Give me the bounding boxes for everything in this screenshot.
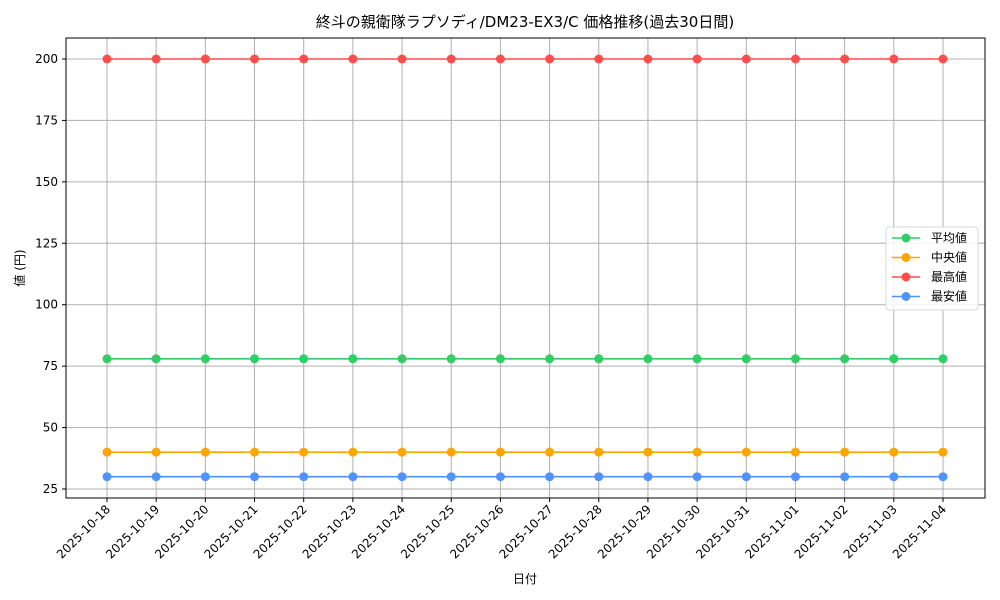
y-tick-label: 175	[35, 113, 58, 127]
data-point	[495, 354, 505, 364]
data-point	[889, 354, 899, 364]
data-point	[938, 447, 948, 457]
data-point	[348, 54, 358, 64]
data-point	[938, 54, 948, 64]
series-lines	[102, 54, 948, 482]
data-point	[151, 472, 161, 482]
data-point	[545, 472, 555, 482]
data-point	[643, 472, 653, 482]
data-point	[250, 472, 260, 482]
data-point	[250, 354, 260, 364]
data-point	[790, 472, 800, 482]
y-tick-label: 100	[35, 298, 58, 312]
data-point	[348, 472, 358, 482]
legend-label: 平均値	[931, 230, 967, 245]
legend-label: 中央値	[931, 250, 967, 265]
data-point	[545, 54, 555, 64]
data-point	[102, 354, 112, 364]
data-point	[889, 54, 899, 64]
data-point	[397, 54, 407, 64]
legend-label: 最安値	[931, 289, 967, 304]
y-tick-label: 125	[35, 236, 58, 250]
data-point	[446, 54, 456, 64]
data-point	[495, 447, 505, 457]
legend-box	[885, 226, 979, 311]
y-tick-label: 50	[43, 421, 58, 435]
data-point	[397, 472, 407, 482]
y-tick-label: 200	[35, 52, 58, 66]
data-point	[397, 354, 407, 364]
data-point	[151, 354, 161, 364]
y-axis-label: 値 (円)	[12, 249, 27, 286]
data-point	[790, 447, 800, 457]
data-point	[741, 54, 751, 64]
data-point	[299, 472, 309, 482]
data-point	[495, 54, 505, 64]
data-point	[151, 54, 161, 64]
data-point	[250, 447, 260, 457]
data-point	[643, 447, 653, 457]
y-tick-label: 75	[43, 359, 58, 373]
data-point	[200, 54, 210, 64]
data-point	[594, 472, 604, 482]
legend-swatch-marker	[901, 272, 911, 282]
data-point	[840, 472, 850, 482]
legend-swatch-marker	[901, 253, 911, 262]
data-point	[692, 472, 702, 482]
data-point	[200, 354, 210, 364]
data-point	[446, 447, 456, 457]
data-point	[840, 54, 850, 64]
data-point	[397, 447, 407, 457]
data-point	[790, 354, 800, 364]
data-point	[446, 354, 456, 364]
data-point	[200, 447, 210, 457]
data-point	[840, 447, 850, 457]
legend-swatch-marker	[901, 233, 911, 243]
data-point	[594, 447, 604, 457]
legend-swatch-marker	[901, 292, 911, 301]
data-point	[446, 472, 456, 482]
data-point	[545, 354, 555, 364]
data-point	[938, 354, 948, 364]
data-point	[889, 472, 899, 482]
data-point	[495, 472, 505, 482]
y-axis-ticks: 25 50 75 100 125 150 175 200	[35, 52, 66, 496]
data-point	[348, 447, 358, 457]
data-point	[741, 354, 751, 364]
data-point	[594, 54, 604, 64]
data-point	[643, 354, 653, 364]
data-point	[594, 354, 604, 364]
data-point	[938, 472, 948, 482]
data-point	[299, 354, 309, 364]
data-point	[692, 54, 702, 64]
data-point	[545, 447, 555, 457]
data-point	[102, 54, 112, 64]
data-point	[790, 54, 800, 64]
data-point	[299, 54, 309, 64]
x-axis-label: 日付	[513, 572, 537, 586]
y-tick-label: 25	[43, 482, 58, 496]
data-point	[741, 472, 751, 482]
data-point	[741, 447, 751, 457]
data-point	[299, 447, 309, 457]
axes-frame	[65, 37, 986, 499]
chart-title: 終斗の親衛隊ラプソディ/DM23-EX3/C 価格推移(過去30日間)	[316, 13, 734, 31]
y-tick-label: 150	[35, 175, 58, 189]
data-point	[102, 472, 112, 482]
x-axis-ticks: 2025-10-182025-10-192025-10-202025-10-21…	[54, 498, 949, 561]
legend-label: 最高値	[931, 269, 967, 284]
data-point	[250, 54, 260, 64]
grid-lines	[66, 38, 985, 498]
data-point	[200, 472, 210, 482]
data-point	[643, 54, 653, 64]
data-point	[840, 354, 850, 364]
data-point	[102, 447, 112, 457]
data-point	[889, 447, 899, 457]
data-point	[151, 447, 161, 457]
data-point	[692, 354, 702, 364]
data-point	[692, 447, 702, 457]
data-point	[348, 354, 358, 364]
